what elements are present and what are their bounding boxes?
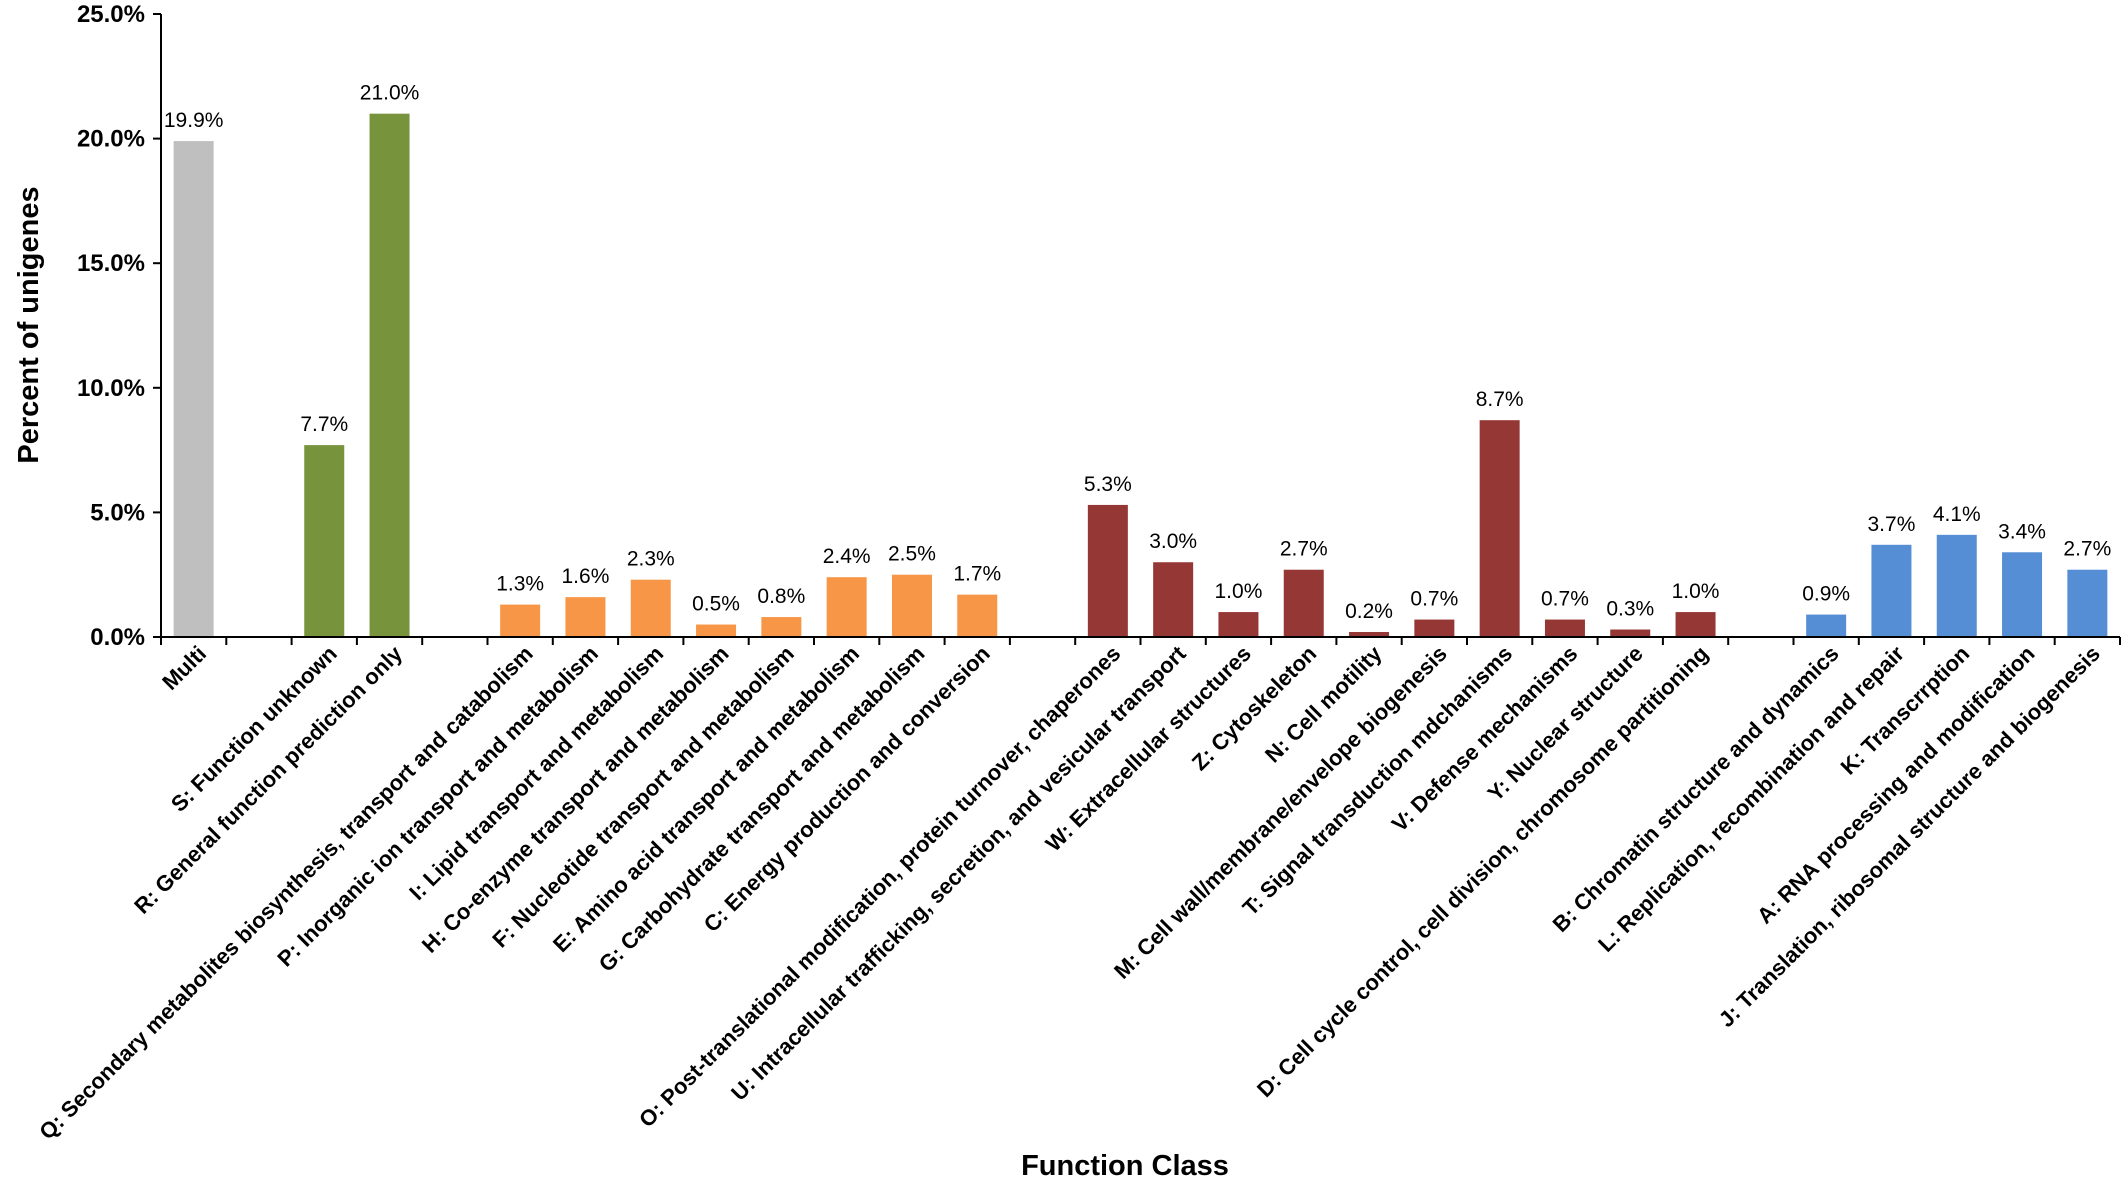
data-label: 21.0% (360, 82, 420, 105)
bar (957, 594, 998, 637)
bar (826, 577, 867, 637)
data-label: 4.1% (1933, 503, 1981, 526)
x-tick-label: Q: Secondary metabolites biosynthesis, t… (34, 641, 538, 1145)
data-label: 1.6% (562, 565, 610, 588)
bar (1806, 614, 1847, 637)
data-label: 1.0% (1672, 580, 1720, 603)
bar (1544, 619, 1585, 637)
bar (1153, 562, 1194, 637)
bar (1675, 612, 1716, 637)
data-label: 19.9% (164, 109, 224, 132)
bar (2067, 569, 2108, 637)
data-label: 3.7% (1868, 513, 1916, 536)
bar (1871, 544, 1912, 637)
bar (500, 604, 541, 637)
y-tick-label: 15.0% (77, 250, 145, 277)
bar (565, 597, 606, 637)
bar (173, 141, 214, 638)
data-label: 7.7% (300, 413, 348, 436)
data-label: 2.4% (823, 545, 871, 568)
bar (304, 445, 345, 637)
y-tick-label: 5.0% (90, 499, 145, 526)
y-tick-label: 20.0% (77, 126, 145, 153)
bar (1414, 619, 1455, 637)
data-label: 1.7% (953, 563, 1001, 586)
x-tick-label: N: Cell motility (1260, 640, 1387, 767)
data-label: 5.3% (1084, 473, 1132, 496)
data-label: 3.0% (1149, 530, 1197, 553)
data-label: 0.5% (692, 593, 740, 616)
bar (1087, 504, 1128, 637)
data-label: 0.7% (1541, 588, 1589, 611)
data-label: 1.3% (496, 573, 544, 596)
data-label: 8.7% (1476, 388, 1524, 411)
x-tick-label: F: Nucleotide transport and metabolism (487, 641, 799, 953)
y-tick-label: 0.0% (90, 624, 145, 651)
data-label: 3.4% (1998, 520, 2046, 543)
bar (1936, 534, 1977, 637)
data-label: 2.7% (2063, 538, 2111, 561)
bar (696, 624, 737, 637)
x-tick-label: E: Amino acid transport and metabolism (548, 641, 864, 957)
data-label: 0.3% (1606, 598, 1654, 621)
bar (761, 617, 802, 637)
data-label: 0.7% (1410, 588, 1458, 611)
bar (2002, 552, 2043, 637)
data-label: 0.2% (1345, 600, 1393, 623)
y-tick-label: 10.0% (77, 375, 145, 402)
data-label: 1.0% (1215, 580, 1263, 603)
x-axis-title: Function Class (1021, 1150, 1229, 1182)
bar (369, 113, 410, 638)
bar (891, 574, 932, 637)
bar (1349, 632, 1390, 637)
x-tick-label: L: Replication, recombination and repair (1593, 641, 1909, 957)
bar (1479, 420, 1520, 637)
x-tick-label: H: Co-enzyme transport and metabolism (417, 641, 734, 958)
y-axis-title: Percent of unigenes (13, 186, 45, 463)
data-labels: 19.9% 7.7% 21.0% 1.3% 1.6% 2.3% 0.5% 0.8% 2.4% 2.… (164, 82, 2111, 623)
data-label: 0.8% (757, 585, 805, 608)
x-tick-label: Multi (157, 641, 211, 695)
bar (630, 579, 671, 637)
y-axis: 0.0% 5.0% 10.0% 15.0% 20.0% 25.0% (77, 1, 162, 651)
data-label: 0.9% (1802, 583, 1850, 606)
bar (1610, 629, 1651, 637)
data-label: 2.3% (627, 548, 675, 571)
bars (173, 113, 2108, 638)
bar (1283, 569, 1324, 637)
data-label: 2.5% (888, 543, 936, 566)
data-label: 2.7% (1280, 538, 1328, 561)
y-tick-label: 25.0% (77, 1, 145, 28)
bar (1218, 612, 1259, 637)
